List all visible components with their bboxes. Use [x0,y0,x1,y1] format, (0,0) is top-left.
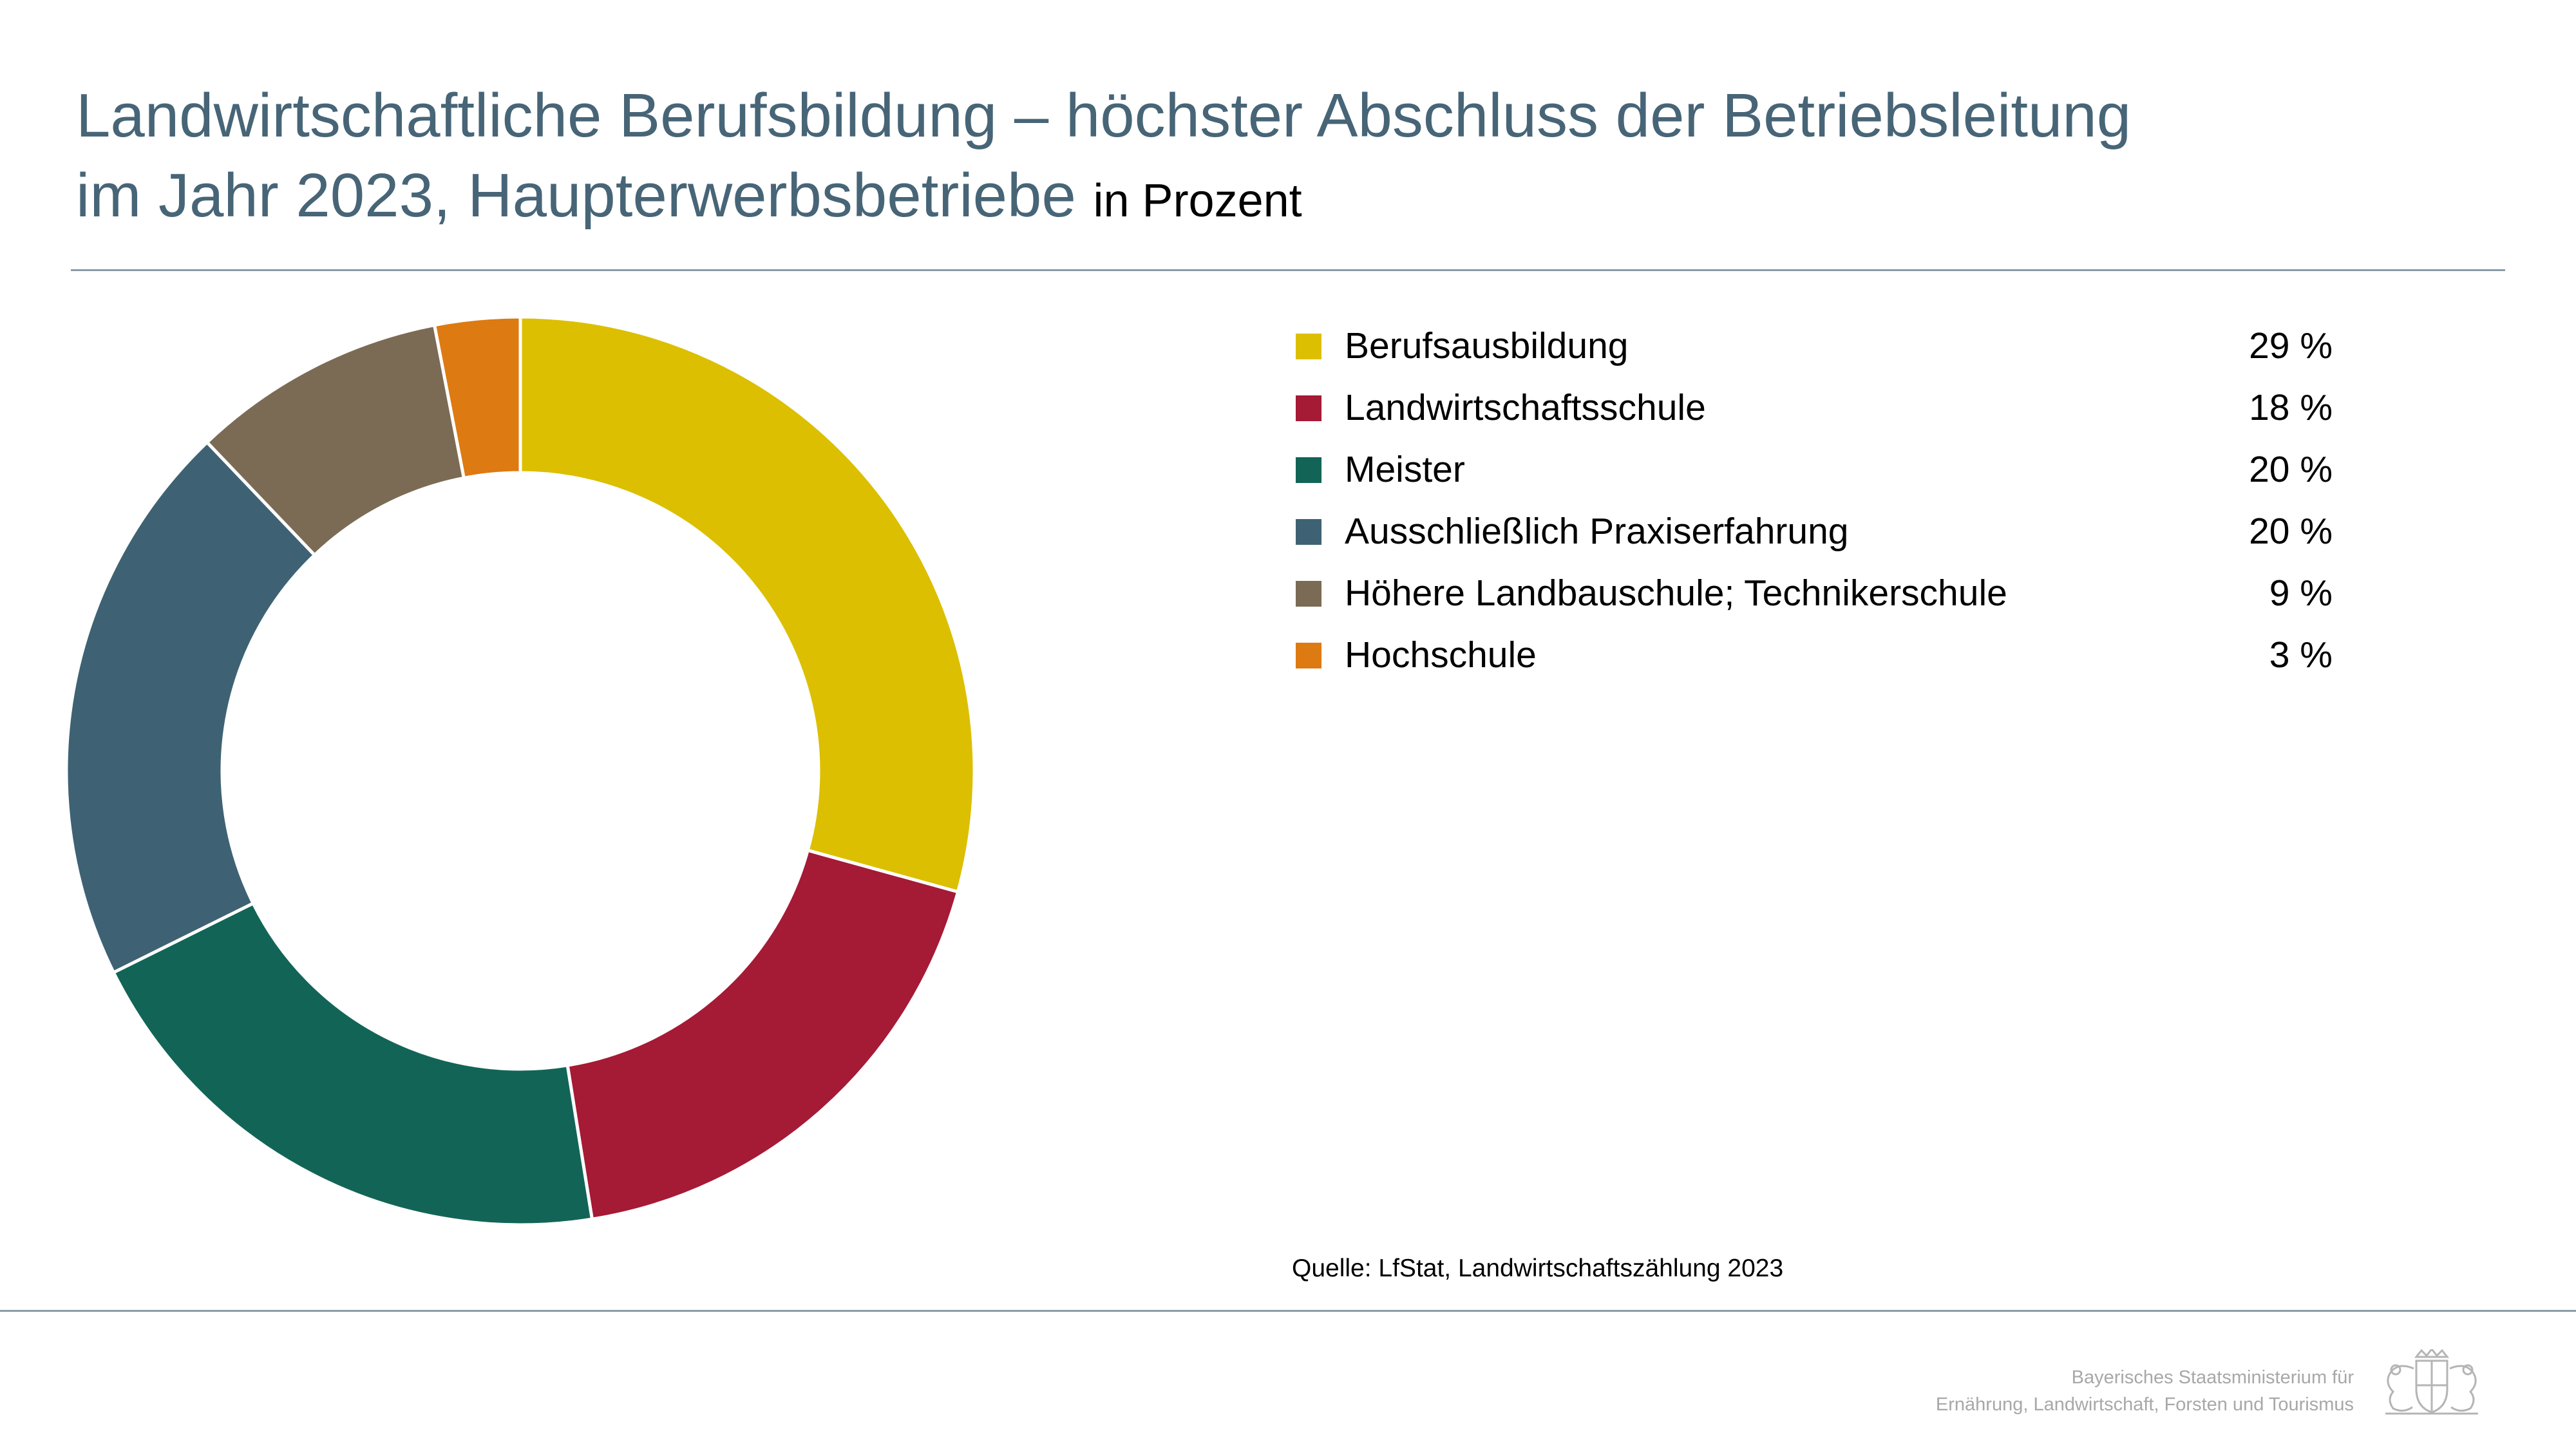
ministry-line-1: Bayerisches Staatsministerium für [2071,1367,2354,1388]
legend-label: Ausschließlich Praxiserfahrung [1345,511,1849,552]
coat-of-arms-icon [2385,1349,2478,1415]
legend-label: Höhere Landbauschule; Technikerschule [1345,573,2007,614]
legend-value: 20 % [2249,511,2333,552]
legend-swatch [1296,581,1321,607]
legend-swatch [1296,643,1321,668]
ministry-line-2: Ernährung, Landwirtschaft, Forsten und T… [1935,1394,2354,1415]
legend-value: 29 % [2249,325,2333,366]
legend-value: 20 % [2249,449,2333,490]
footer-divider [0,1310,2576,1312]
ministry-name: Bayerisches Staatsministerium für Ernähr… [1936,1364,2354,1418]
header-divider [71,269,2505,271]
title-line-2-text: im Jahr 2023, Haupterwerbsbetriebe [76,161,1076,230]
legend-swatch [1296,457,1321,483]
donut-slice-6 [432,315,522,480]
donut-slice-3 [111,901,594,1227]
legend-label: Meister [1345,449,1465,490]
donut-slice-1 [518,315,976,894]
legend-label: Hochschule [1345,634,1537,676]
title-line-1: Landwirtschaftliche Berufsbildung – höch… [76,81,2132,150]
source-note: Quelle: LfStat, Landwirtschaftszählung 2… [1292,1255,1784,1282]
legend-value: 18 % [2249,387,2333,428]
chart-title: Landwirtschaftliche Berufsbildung – höch… [76,76,2131,241]
title-unit: in Prozent [1093,175,1302,227]
donut-slice-4 [64,440,317,975]
donut-slices [64,315,976,1227]
legend-label: Berufsausbildung [1345,325,1629,366]
legend-value: 9 % [2269,573,2333,614]
chart-legend: Berufsausbildung 29 % Landwirtschaftsschul… [1296,322,2333,693]
legend-label: Landwirtschaftsschule [1345,387,1706,428]
legend-item: Berufsausbildung 29 % [1296,322,2333,384]
legend-item: Hochschule 3 % [1296,631,2333,693]
legend-swatch [1296,395,1321,421]
legend-swatch [1296,519,1321,545]
legend-item: Meister 20 % [1296,446,2333,507]
legend-item: Höhere Landbauschule; Technikerschule 9 % [1296,569,2333,631]
legend-item: Ausschließlich Praxiserfahrung 20 % [1296,507,2333,569]
donut-slice-2 [565,848,960,1222]
legend-item: Landwirtschaftsschule 18 % [1296,384,2333,446]
legend-value: 3 % [2269,634,2333,676]
title-line-2: im Jahr 2023, Haupterwerbsbetriebe in Pr… [76,156,2131,241]
legend-swatch [1296,334,1321,359]
donut-chart [64,315,976,1227]
